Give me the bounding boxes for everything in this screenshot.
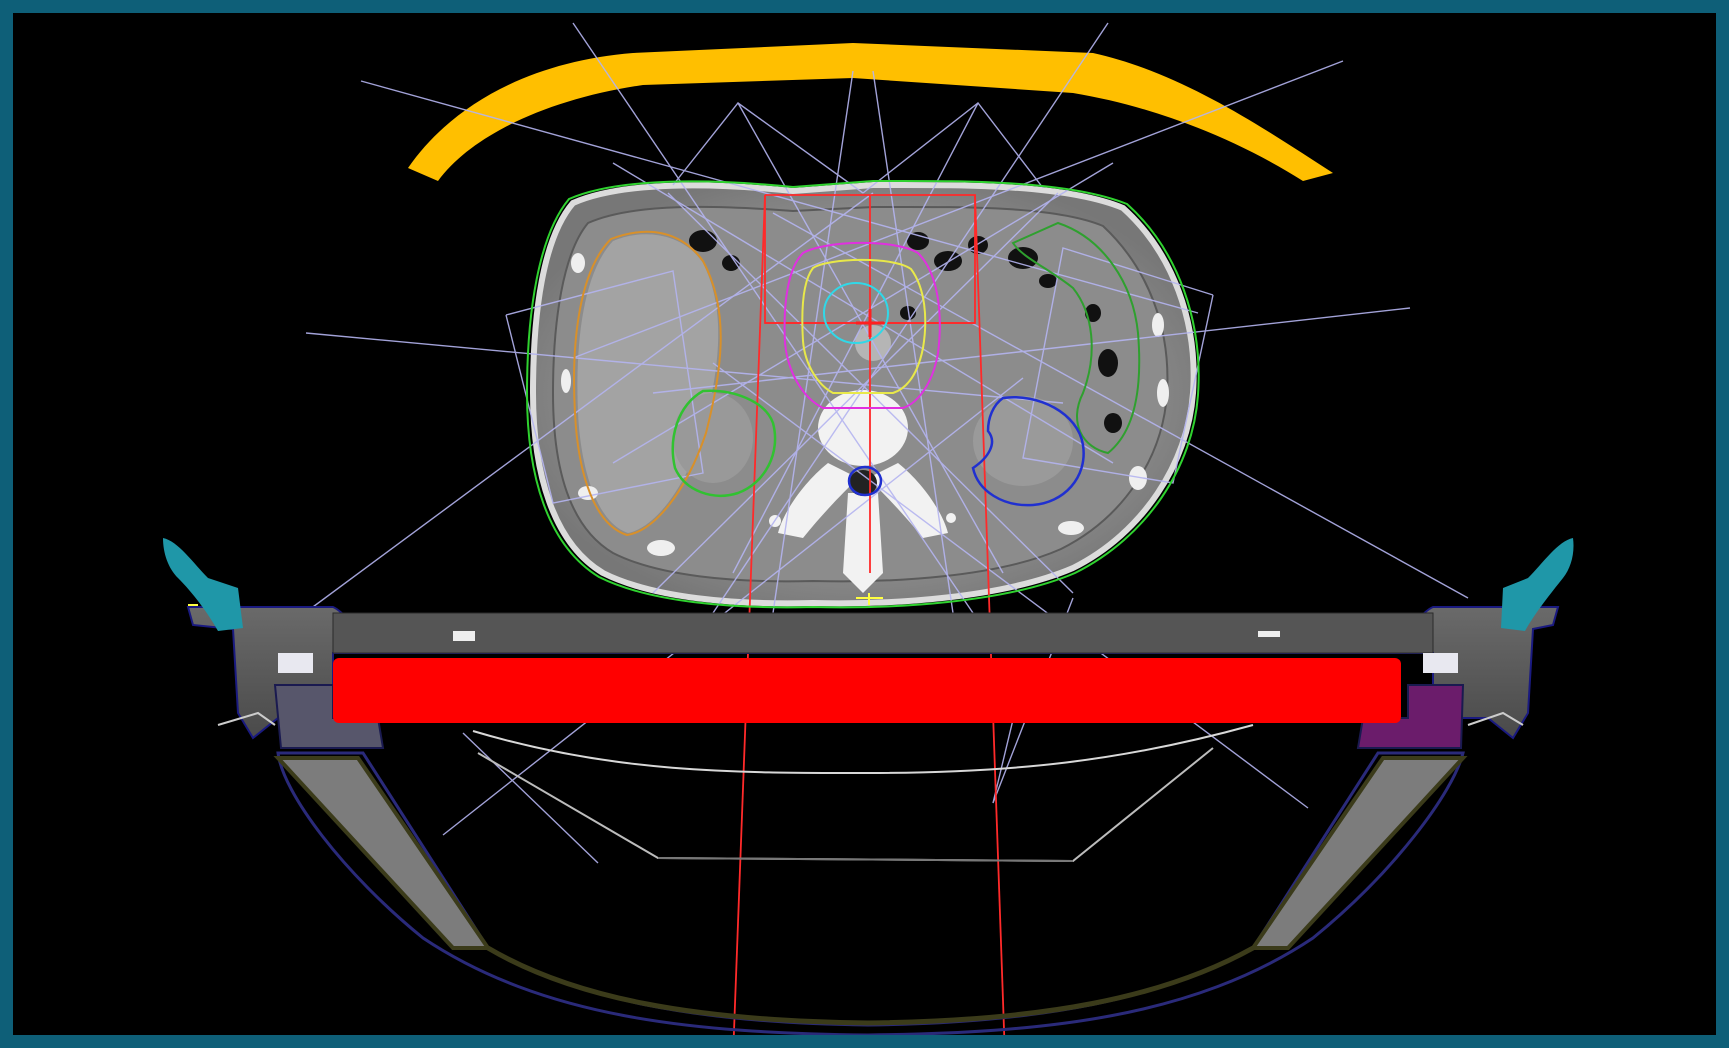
beam-rays bbox=[297, 22, 1469, 864]
couch-insert bbox=[333, 658, 1401, 723]
left-kidney-contour bbox=[971, 395, 1085, 507]
ct-slice-canvas[interactable] bbox=[13, 13, 1729, 1048]
patient-body bbox=[529, 181, 1197, 607]
ribs bbox=[561, 253, 1169, 556]
bowel-contour bbox=[1011, 221, 1141, 455]
isocenter-marker bbox=[856, 309, 884, 337]
right-kidney-contour bbox=[671, 389, 777, 497]
setup-markers bbox=[188, 593, 883, 606]
right-clip bbox=[1501, 538, 1574, 631]
body-contour bbox=[525, 179, 1200, 609]
contours bbox=[525, 179, 1200, 609]
spinal-cord-contour bbox=[847, 465, 883, 497]
left-clip bbox=[163, 538, 243, 631]
immobilization-clips bbox=[163, 538, 1574, 631]
gtv-contour bbox=[823, 282, 889, 344]
treatment-couch bbox=[186, 606, 1560, 1035]
ctv-contour bbox=[801, 258, 927, 394]
ptv-contour bbox=[783, 241, 941, 409]
liver-contour bbox=[573, 230, 722, 537]
top-applicator bbox=[408, 43, 1333, 181]
couch-right-block bbox=[1356, 684, 1465, 749]
